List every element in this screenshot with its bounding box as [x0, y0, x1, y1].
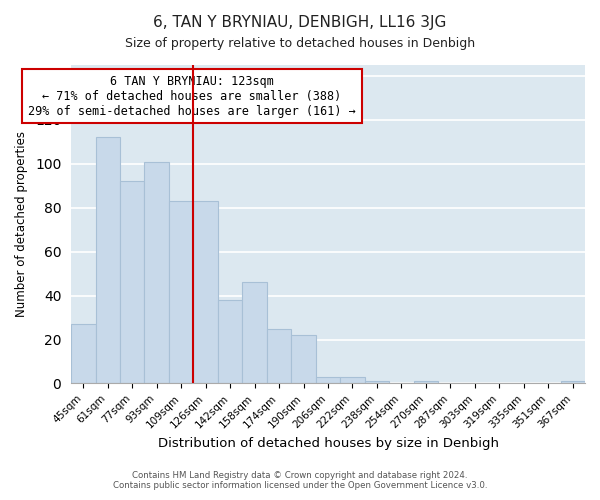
Bar — [218, 300, 242, 384]
Bar — [292, 335, 316, 384]
Text: 6 TAN Y BRYNIAU: 123sqm
← 71% of detached houses are smaller (388)
29% of semi-d: 6 TAN Y BRYNIAU: 123sqm ← 71% of detache… — [28, 74, 356, 118]
Bar — [95, 138, 120, 384]
X-axis label: Distribution of detached houses by size in Denbigh: Distribution of detached houses by size … — [158, 437, 499, 450]
Bar — [193, 201, 218, 384]
Y-axis label: Number of detached properties: Number of detached properties — [15, 131, 28, 317]
Text: 6, TAN Y BRYNIAU, DENBIGH, LL16 3JG: 6, TAN Y BRYNIAU, DENBIGH, LL16 3JG — [154, 15, 446, 30]
Text: Contains HM Land Registry data © Crown copyright and database right 2024.
Contai: Contains HM Land Registry data © Crown c… — [113, 470, 487, 490]
Bar — [413, 382, 438, 384]
Bar — [267, 328, 292, 384]
Bar — [71, 324, 95, 384]
Bar — [120, 182, 145, 384]
Bar — [340, 377, 365, 384]
Bar — [560, 382, 585, 384]
Text: Size of property relative to detached houses in Denbigh: Size of property relative to detached ho… — [125, 38, 475, 51]
Bar — [145, 162, 169, 384]
Bar — [169, 201, 193, 384]
Bar — [316, 377, 340, 384]
Bar — [242, 282, 267, 384]
Bar — [365, 382, 389, 384]
